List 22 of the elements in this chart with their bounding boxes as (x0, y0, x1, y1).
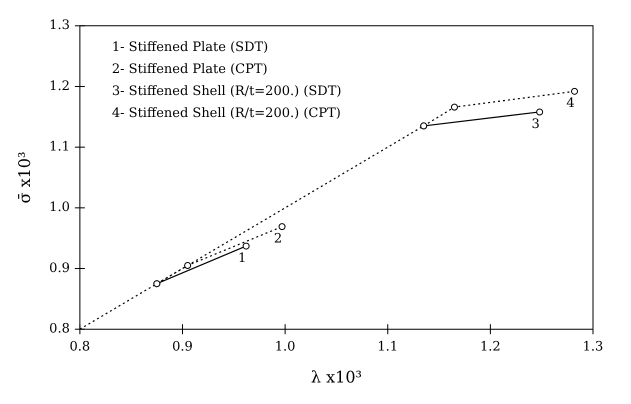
annotation: 4 (566, 96, 575, 112)
x-tick-label: 1.2 (480, 339, 501, 354)
x-tick-label: 0.8 (70, 339, 90, 354)
annotation: 3- Stiffened Shell (R/t=200.) (SDT) (112, 84, 342, 100)
annotation: 1 (238, 250, 246, 266)
y-tick-label: 1.3 (49, 18, 70, 34)
y-tick-label: 0.9 (49, 260, 70, 276)
y-tick-label: 1.1 (49, 140, 70, 155)
y-tick-label: 1.0 (49, 200, 70, 216)
x-tick-label: 0.9 (172, 339, 193, 354)
y-axis-title: σ̄ x10³ (14, 152, 34, 204)
y-tick-label: 1.2 (49, 78, 70, 94)
x-axis-title: λ x10³ (310, 368, 362, 387)
y-tick-label: 0.8 (49, 322, 70, 337)
annotation: 4- Stiffened Shell (R/t=200.) (CPT) (112, 106, 341, 122)
x-tick-label: 1.1 (377, 339, 398, 354)
x-tick-label: 1.0 (274, 339, 296, 354)
annotation: 2 (274, 232, 282, 247)
x-tick-label: 1.3 (582, 339, 604, 354)
annotation: 2- Stiffened Plate (CPT) (112, 62, 268, 78)
annotation: 3 (531, 116, 540, 132)
annotation: 1- Stiffened Plate (SDT) (112, 40, 268, 56)
